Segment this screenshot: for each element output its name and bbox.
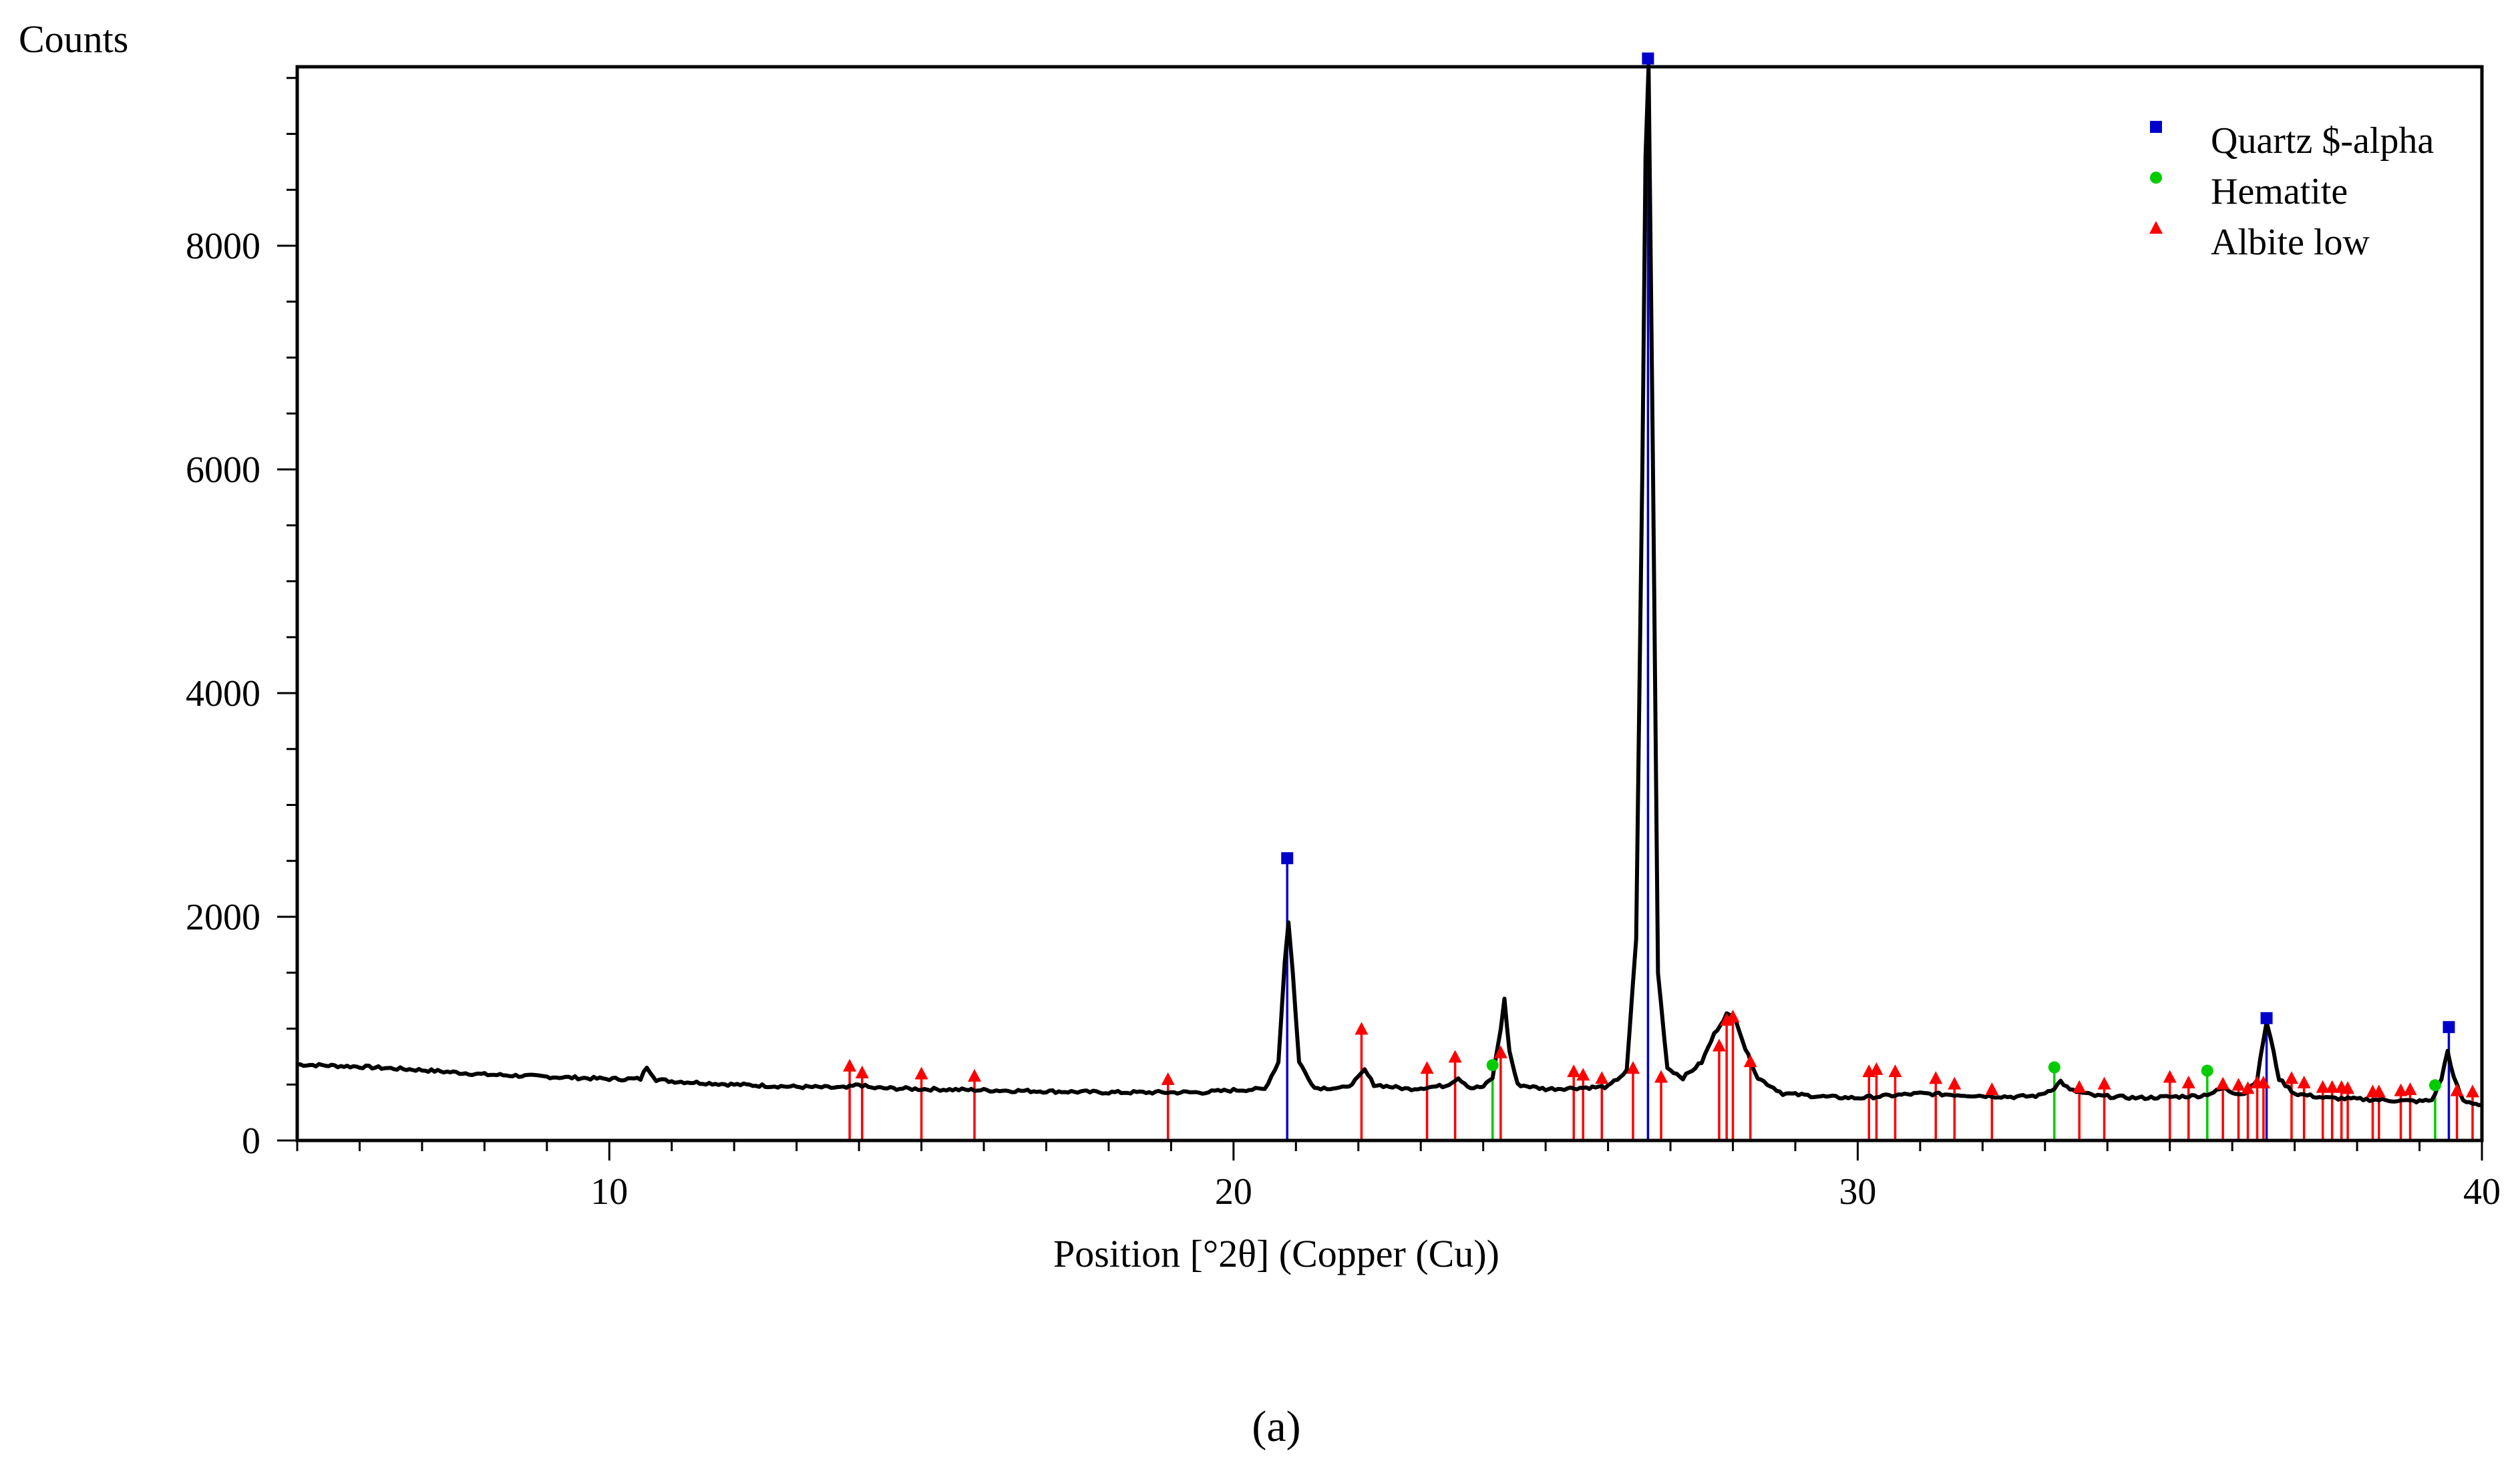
albite-low-peak-marker [1420, 1061, 1434, 1074]
quartz-alpha-peak-marker [1281, 852, 1294, 865]
diffraction-pattern-line [297, 63, 2483, 1108]
albite-low-peak-marker [1493, 1045, 1507, 1058]
y-axis-title: Counts [19, 17, 128, 61]
quartz-alpha-peak-marker [2260, 1012, 2273, 1024]
albite-low-peak-marker [1595, 1071, 1609, 1084]
albite-low-peak-marker [1355, 1022, 1369, 1035]
x-tick-label: 30 [1839, 1171, 1876, 1213]
quartz-alpha-peak-marker [1642, 52, 1654, 65]
hematite-peak-marker [2428, 1079, 2441, 1092]
albite-low-peak-marker [1712, 1038, 1726, 1052]
albite-low-peak-marker [2372, 1084, 2386, 1098]
albite-low-peak-marker [2394, 1083, 2408, 1096]
albite-low-peak-marker [1576, 1068, 1590, 1081]
albite-low-peak-marker [968, 1068, 982, 1082]
albite-low-peak-marker [1929, 1071, 1943, 1084]
albite-low-peak-marker [2073, 1080, 2087, 1093]
albite-low-peak-marker [1743, 1054, 1757, 1068]
plot-frame [295, 65, 2484, 1142]
albite-low-peak-marker [1985, 1082, 1999, 1095]
albite-low-peak-marker [1161, 1072, 1175, 1085]
albite-low-peak-marker [843, 1058, 857, 1072]
reference-stick-layer [848, 61, 2474, 1140]
x-tick-label: 10 [590, 1171, 628, 1213]
albite-low-peak-marker [1948, 1076, 1962, 1090]
legend-marker-hematite [2150, 172, 2162, 184]
albite-low-peak-marker [2256, 1075, 2270, 1088]
albite-low-peak-marker [2341, 1081, 2355, 1094]
legend-marker-quartz-alpha [2150, 121, 2162, 133]
albite-low-peak-marker [1869, 1062, 1883, 1075]
y-tick-label: 0 [242, 1120, 260, 1162]
albite-low-peak-marker [1888, 1064, 1902, 1078]
albite-low-peak-marker [2181, 1075, 2195, 1088]
albite-low-peak-marker [1567, 1064, 1581, 1078]
reference-marker-layer [843, 52, 2479, 1098]
albite-low-peak-marker [2284, 1071, 2298, 1084]
y-tick-label: 6000 [186, 449, 260, 491]
x-tick-label: 40 [2463, 1171, 2501, 1213]
y-tick-label: 4000 [186, 673, 260, 714]
albite-low-peak-marker [2316, 1080, 2330, 1093]
y-axis: 0 2000 4000 6000 8000 [186, 77, 297, 1162]
pattern-layer [297, 63, 2483, 1108]
quartz-alpha-peak-marker [2443, 1021, 2455, 1034]
albite-low-peak-marker [2216, 1076, 2230, 1090]
albite-low-peak-marker [2231, 1078, 2245, 1091]
y-tick-label: 2000 [186, 897, 260, 938]
legend-marker-albite-low [2149, 221, 2163, 234]
albite-low-peak-marker [2163, 1070, 2177, 1083]
hematite-peak-marker [2048, 1061, 2060, 1074]
albite-low-peak-marker [1720, 1013, 1734, 1026]
albite-low-peak-marker [914, 1066, 928, 1080]
albite-low-peak-marker [2325, 1080, 2339, 1093]
albite-low-peak-marker [2465, 1084, 2479, 1098]
albite-low-peak-marker [2450, 1083, 2464, 1096]
x-tick-label: 20 [1215, 1171, 1252, 1213]
x-axis: 10 20 30 40 [296, 1140, 2501, 1213]
legend: Quartz $-alpha Hematite Albite low [2149, 120, 2434, 263]
albite-low-peak-marker [2241, 1081, 2255, 1094]
legend-label-hematite: Hematite [2211, 171, 2348, 212]
x-axis-title: Position [°2θ] (Copper (Cu)) [1053, 1232, 1499, 1275]
albite-low-peak-marker [1726, 1010, 1740, 1023]
figure-caption: (a) [1252, 1402, 1300, 1451]
albite-low-peak-marker [1626, 1061, 1640, 1074]
legend-label-quartz-alpha: Quartz $-alpha [2211, 120, 2434, 162]
albite-low-peak-marker [1654, 1070, 1668, 1083]
albite-low-peak-marker [1448, 1050, 1462, 1063]
y-tick-label: 8000 [186, 226, 260, 267]
hematite-peak-marker [1486, 1059, 1499, 1072]
legend-label-albite-low: Albite low [2211, 222, 2370, 263]
albite-low-peak-marker [2403, 1082, 2417, 1095]
albite-low-peak-marker [855, 1065, 869, 1078]
hematite-peak-marker [2201, 1064, 2213, 1077]
albite-low-peak-marker [2097, 1076, 2111, 1090]
albite-low-peak-marker [2297, 1075, 2311, 1088]
